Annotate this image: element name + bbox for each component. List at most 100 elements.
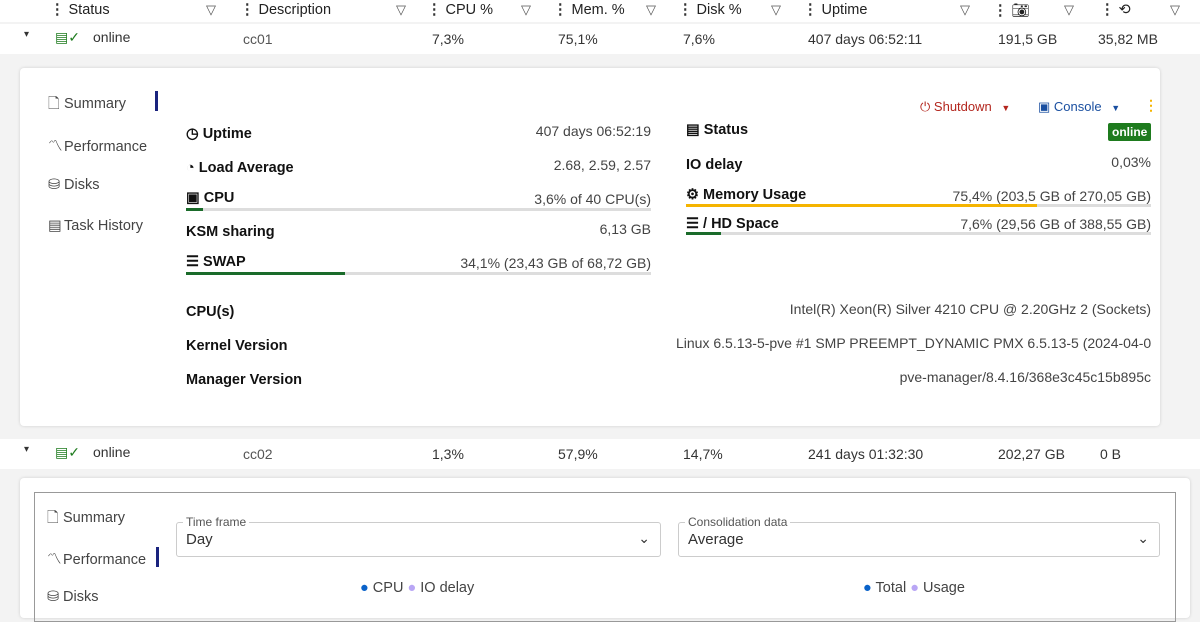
chart-icon: 〽	[48, 139, 63, 155]
select-value: Average	[688, 531, 744, 548]
kernel-label: Kernel Version	[186, 338, 288, 354]
cpu-bar	[186, 208, 651, 211]
node-status: online	[93, 29, 131, 45]
more-icon[interactable]: ⋮	[1144, 97, 1158, 113]
node-mem: 75,1%	[558, 31, 598, 47]
memory-value: 75,4% (203,5 GB of 270,05 GB)	[952, 188, 1151, 204]
document-icon: 🗋	[47, 510, 59, 526]
column-label: Disk %	[696, 2, 742, 18]
shutdown-button[interactable]: ⏻ Shutdown ▼	[920, 99, 1010, 115]
column-label: Description	[258, 2, 332, 18]
nav-label: Performance	[63, 552, 147, 568]
select-value: Day	[186, 531, 213, 548]
legend-item[interactable]: IO delay	[420, 580, 475, 596]
filter-icon[interactable]: ▽	[646, 2, 656, 17]
filter-icon[interactable]: ▽	[206, 2, 216, 17]
table-row[interactable]: ▾ ▤✓ online cc02 1,3% 57,9% 14,7% 241 da…	[0, 439, 1200, 469]
hd-bar	[686, 232, 1151, 235]
server-online-icon: ▤✓	[55, 29, 80, 45]
label-text: Uptime	[202, 126, 252, 142]
camera-icon: 📷︎	[1011, 3, 1030, 19]
console-button[interactable]: ▣ Console ▼	[1038, 99, 1120, 115]
column-snapshot[interactable]: ⋮ 📷︎	[993, 3, 1030, 19]
chevron-down-icon: ⌄	[638, 530, 650, 546]
document-icon: 🗋	[48, 96, 60, 112]
legend-item[interactable]: CPU	[372, 580, 404, 596]
column-description[interactable]: ⋮ Description	[240, 2, 332, 18]
power-icon: ⏻	[920, 99, 931, 114]
filter-icon[interactable]: ▽	[396, 2, 406, 17]
label-text: CPU	[203, 190, 235, 206]
node-description: cc02	[243, 446, 273, 462]
node-cpu: 1,3%	[432, 446, 464, 462]
load-value: 2.68, 2.59, 2.57	[553, 157, 651, 173]
column-disk[interactable]: ⋮ Disk %	[678, 2, 742, 18]
timeframe-select[interactable]: Time frame Day ⌄	[176, 515, 661, 557]
kernel-value: Linux 6.5.13-5-pve #1 SMP PREEMPT_DYNAMI…	[676, 335, 1151, 351]
node-status: online	[93, 444, 131, 460]
performance-frame: 🗋 Summary 〽 Performance ⛁ Disks Time frame D…	[34, 492, 1176, 622]
hd-label: ☰ / HD Space	[686, 216, 779, 232]
column-label: Uptime	[821, 2, 868, 18]
nav-summary[interactable]: 🗋 Summary	[47, 507, 125, 532]
filter-icon[interactable]: ▽	[1064, 2, 1074, 17]
column-label: Mem. %	[571, 2, 625, 18]
grid-header: ⋮ Status ▽ ⋮ Description ▽ ⋮ CPU % ▽ ⋮ Mem. …	[0, 0, 1200, 22]
collapse-icon[interactable]: ▾	[24, 29, 30, 40]
uptime-label: ◷ Uptime	[186, 126, 252, 142]
nav-disks[interactable]: ⛁ Disks	[47, 589, 98, 605]
nav-label: Task History	[64, 218, 143, 234]
list-icon: ☰	[686, 216, 699, 232]
filter-icon[interactable]: ▽	[1170, 2, 1180, 17]
console-label: Console	[1053, 99, 1102, 114]
memory-bar	[686, 204, 1151, 207]
node-disk: 7,6%	[683, 31, 715, 47]
filter-icon[interactable]: ▽	[521, 2, 531, 17]
chart-icon: 〽	[47, 552, 62, 568]
cpus-value: Intel(R) Xeon(R) Silver 4210 CPU @ 2.20G…	[789, 301, 1151, 317]
column-status[interactable]: ⋮ Status	[50, 2, 110, 18]
filter-icon[interactable]: ▽	[771, 2, 781, 17]
node-disk: 14,7%	[683, 446, 723, 462]
collapse-icon[interactable]: ▾	[24, 444, 30, 455]
server-icon: ▤	[686, 122, 700, 138]
swap-value: 34,1% (23,43 GB of 68,72 GB)	[460, 255, 651, 271]
node-sync: 0 B	[1100, 446, 1122, 462]
label-text: Status	[703, 122, 749, 138]
legend-item[interactable]: Usage	[923, 580, 965, 596]
node-description: cc01	[243, 31, 273, 47]
select-label: Time frame	[183, 515, 250, 529]
memory-label: ⚙ Memory Usage	[686, 187, 806, 203]
filter-icon[interactable]: ▽	[960, 2, 970, 17]
nav-task-history[interactable]: ▤ Task History	[48, 218, 143, 234]
nav-summary[interactable]: 🗋 Summary	[48, 93, 126, 118]
nav-performance[interactable]: 〽 Performance	[48, 135, 147, 156]
node-uptime: 407 days 06:52:11	[808, 31, 923, 47]
ksm-value: 6,13 GB	[599, 221, 651, 237]
chevron-down-icon: ▼	[1111, 103, 1121, 113]
cpu-chart-legend: ● CPU ● IO delay	[360, 580, 475, 596]
table-row[interactable]: ▾ ▤✓ online cc01 7,3% 75,1% 7,6% 407 day…	[0, 24, 1200, 54]
cpu-value: 3,6% of 40 CPU(s)	[534, 191, 651, 207]
legend-item[interactable]: Total	[875, 580, 907, 596]
nav-disks[interactable]: ⛁ Disks	[48, 177, 99, 193]
column-sync[interactable]: ⋮ ⟲	[1100, 2, 1131, 18]
column-label: Status	[68, 2, 110, 18]
node-cpu: 7,3%	[432, 31, 464, 47]
nav-label: Disks	[63, 589, 99, 605]
label-text: Load Average	[198, 160, 294, 176]
consolidation-select[interactable]: Consolidation data Average ⌄	[678, 515, 1160, 557]
column-uptime[interactable]: ⋮ Uptime	[803, 2, 868, 18]
nav-performance[interactable]: 〽 Performance	[47, 548, 146, 569]
active-indicator	[156, 547, 159, 567]
chevron-down-icon: ⌄	[1137, 530, 1149, 546]
node-snapshot: 202,27 GB	[998, 446, 1065, 462]
label-text: Memory Usage	[703, 187, 807, 203]
column-cpu[interactable]: ⋮ CPU %	[427, 2, 494, 18]
cpu-icon: ▣	[186, 190, 200, 206]
column-mem[interactable]: ⋮ Mem. %	[553, 2, 625, 18]
node-mem: 57,9%	[558, 446, 598, 462]
label-text: SWAP	[203, 254, 246, 270]
active-indicator	[155, 91, 158, 111]
node-snapshot: 191,5 GB	[998, 31, 1058, 47]
